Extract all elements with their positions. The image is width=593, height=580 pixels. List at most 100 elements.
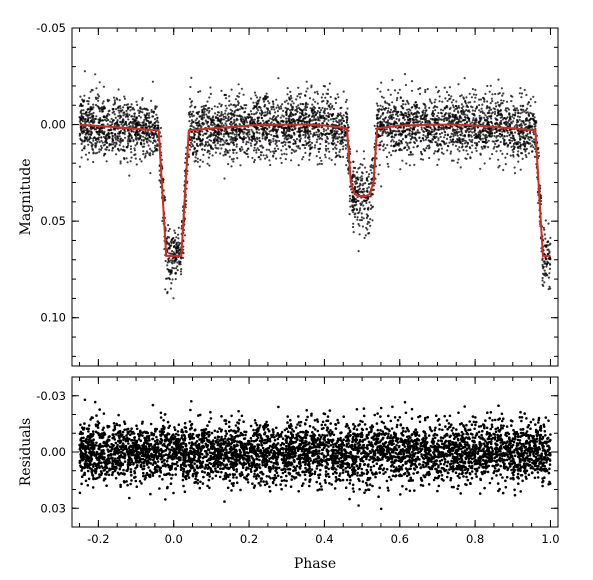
observation-point [397, 91, 400, 95]
observation-point [280, 153, 283, 156]
observation-point [271, 116, 274, 119]
observation-point [232, 141, 235, 144]
observation-point [229, 117, 232, 120]
observation-point [256, 126, 259, 129]
observation-point [419, 87, 422, 90]
observation-point [387, 165, 390, 168]
observation-point [411, 113, 414, 116]
observation-point [454, 104, 457, 108]
observation-point [469, 157, 472, 160]
observation-point [371, 206, 374, 209]
observation-point [513, 125, 516, 128]
observation-point [441, 100, 444, 103]
observation-point [278, 139, 281, 143]
observation-point [282, 128, 286, 131]
observation-point [291, 106, 294, 109]
observation-point [263, 114, 266, 117]
observation-point [260, 114, 263, 117]
observation-point [227, 134, 230, 137]
observation-point [295, 149, 298, 152]
observation-point [355, 171, 359, 174]
observation-point [206, 120, 209, 123]
observation-point [497, 166, 500, 169]
observation-point [433, 152, 436, 155]
observation-point [541, 276, 544, 280]
observation-point [395, 149, 398, 152]
observation-point [497, 92, 500, 95]
observation-point [409, 151, 412, 154]
observation-point [138, 158, 142, 161]
observation-point [79, 95, 82, 98]
observation-point [323, 153, 327, 156]
observation-point [417, 111, 421, 115]
observation-point [179, 270, 183, 273]
observation-point [378, 144, 381, 147]
observation-point [138, 114, 141, 117]
observation-point [242, 93, 245, 96]
observation-point [325, 129, 328, 132]
observation-point [445, 125, 448, 129]
observation-point [138, 111, 141, 115]
observation-point [390, 115, 393, 119]
observation-point [134, 125, 137, 128]
observation-point [309, 147, 312, 150]
observation-point [479, 110, 482, 113]
observation-point [448, 120, 451, 123]
observation-point [381, 134, 384, 137]
observation-point [305, 116, 308, 119]
observation-point [94, 144, 97, 147]
observation-point [398, 88, 401, 91]
observation-point [208, 164, 211, 167]
observation-point [478, 109, 481, 112]
observation-point [129, 109, 132, 112]
observation-point [268, 138, 271, 142]
observation-point [269, 112, 272, 115]
observation-point [395, 110, 398, 113]
observation-point [511, 115, 514, 118]
observation-point [427, 136, 430, 139]
observation-point [483, 100, 486, 103]
observation-point [367, 220, 370, 223]
observation-point [437, 89, 441, 92]
observation-point [424, 119, 427, 122]
observation-point [327, 119, 330, 122]
observation-point [255, 140, 258, 143]
observation-point [504, 156, 507, 159]
observation-point [280, 161, 283, 164]
observation-point [448, 141, 451, 144]
observation-point [437, 158, 440, 161]
observation-point [445, 105, 449, 108]
observation-point [340, 106, 343, 109]
observation-point [97, 133, 101, 136]
observation-point [431, 110, 435, 113]
observation-point [264, 157, 267, 160]
observation-point [430, 102, 433, 105]
observation-point [219, 140, 222, 143]
observation-point [305, 80, 308, 83]
observation-point [94, 73, 97, 76]
observation-point [117, 109, 120, 112]
observation-point [175, 267, 178, 270]
observation-point [531, 140, 534, 143]
observation-point [444, 133, 447, 137]
observation-point [341, 117, 344, 120]
observation-point [405, 112, 408, 115]
observation-point [512, 117, 516, 120]
observation-point [119, 138, 122, 141]
observation-point [469, 122, 472, 125]
observation-point [542, 260, 545, 263]
observation-point [349, 197, 352, 200]
observation-point [363, 208, 366, 211]
observation-point [317, 135, 321, 138]
observation-point [298, 111, 302, 114]
observation-point [327, 147, 330, 150]
observation-point [240, 130, 243, 133]
observation-point [402, 126, 405, 129]
observation-point [380, 185, 383, 188]
observation-point [413, 126, 416, 129]
observation-point [154, 140, 157, 143]
observation-point [87, 102, 90, 106]
observation-point [139, 116, 142, 119]
observation-point [224, 153, 227, 156]
observation-point [168, 260, 171, 263]
